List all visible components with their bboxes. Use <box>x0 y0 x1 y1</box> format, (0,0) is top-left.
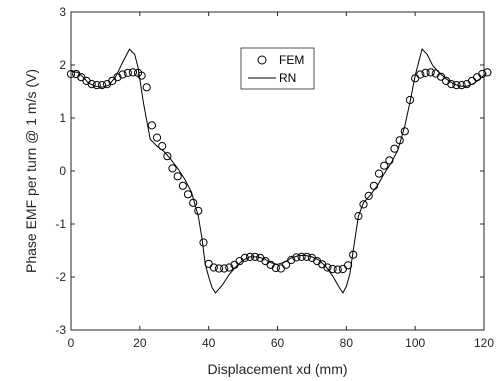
fem-point <box>364 191 373 200</box>
fem-point <box>452 81 461 90</box>
fem-point <box>323 263 332 272</box>
legend-fem-marker <box>257 55 267 65</box>
fem-point <box>87 80 96 89</box>
fem-point <box>178 181 187 190</box>
y-tick-label: 2 <box>59 58 66 72</box>
fem-point <box>220 264 229 273</box>
legend-box <box>240 47 315 90</box>
y-tick-label: 0 <box>59 164 66 178</box>
x-tick-label: 80 <box>340 336 354 350</box>
legend-rn-label: RN <box>279 71 296 85</box>
y-axis-label: Phase EMF per turn @ 1 m/s (V) <box>23 69 39 273</box>
x-axis-label: Displacement xd (mm) <box>207 361 347 377</box>
fem-point <box>137 71 146 80</box>
fem-point <box>209 263 218 272</box>
fem-point <box>168 164 177 173</box>
fem-point <box>199 238 208 247</box>
y-tick-label: -3 <box>55 323 66 337</box>
fem-point <box>478 69 487 79</box>
y-tick-label: -2 <box>55 270 66 284</box>
fem-point <box>374 169 384 178</box>
x-tick-label: 120 <box>474 336 494 350</box>
fem-point <box>163 152 172 161</box>
fem-point <box>225 263 234 272</box>
fem-point <box>380 161 389 170</box>
fem-point <box>118 70 127 79</box>
fem-point <box>436 72 446 81</box>
x-tick-label: 40 <box>202 336 216 350</box>
legend: FEM RN <box>240 47 315 90</box>
fem-point <box>297 252 306 261</box>
y-tick-label: 1 <box>59 111 66 125</box>
fem-point <box>328 264 337 274</box>
y-tick-label: -1 <box>55 217 66 231</box>
fem-point <box>333 265 342 274</box>
fem-point <box>416 70 425 79</box>
x-tick-label: 60 <box>271 336 285 350</box>
x-tick-label: 0 <box>68 336 75 350</box>
fem-point <box>173 172 182 181</box>
legend-fem-label: FEM <box>279 53 304 67</box>
fem-point <box>123 68 132 78</box>
ticks-layer: 0 20 40 60 80 100 120 -3 -2 -1 0 1 2 3 <box>55 5 494 350</box>
fem-point <box>421 68 430 78</box>
fem-point <box>354 212 363 221</box>
rn-series-line <box>70 48 487 294</box>
x-tick-label: 20 <box>133 336 147 350</box>
fem-point <box>359 200 368 209</box>
fem-point <box>142 83 151 92</box>
fem-point <box>128 68 137 77</box>
fem-point <box>97 81 107 90</box>
fem-point <box>214 264 224 273</box>
fem-point <box>426 68 435 77</box>
fem-point <box>147 121 156 130</box>
x-tick-label: 100 <box>405 336 425 350</box>
fem-point <box>152 133 162 142</box>
y-tick-label: 3 <box>59 5 66 19</box>
fem-point <box>344 261 353 270</box>
series-layer <box>66 48 492 294</box>
